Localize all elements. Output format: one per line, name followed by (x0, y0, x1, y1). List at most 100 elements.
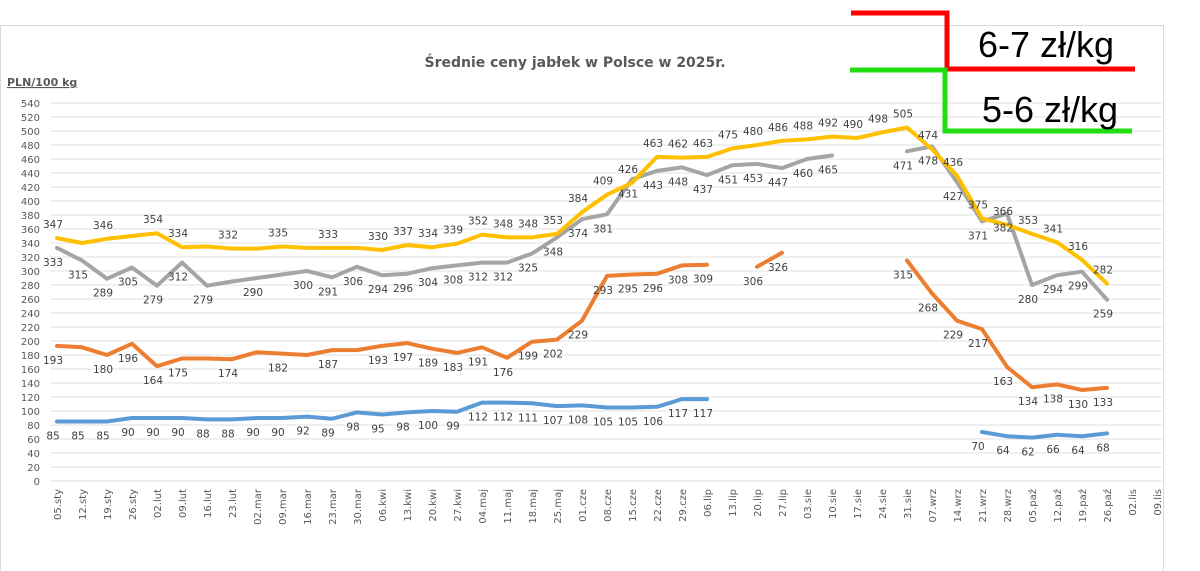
data-label: 341 (1043, 223, 1063, 235)
x-tick-label: 23.mar (328, 488, 339, 525)
data-label: 352 (468, 216, 488, 228)
chart-title: Średnie ceny jabłek w Polsce w 2025r. (424, 53, 725, 71)
data-label: 471 (893, 160, 913, 172)
data-label: 189 (418, 358, 438, 370)
chart-frame (0, 25, 1164, 571)
data-label: 99 (446, 421, 459, 433)
y-tick-label: 260 (21, 295, 40, 306)
data-label: 382 (993, 223, 1013, 235)
data-label: 443 (643, 180, 663, 192)
x-tick-label: 06.kwi (378, 489, 389, 522)
data-label: 448 (668, 176, 688, 188)
x-tick-label: 26.paź (1102, 489, 1114, 523)
x-tick-label: 09.lut (178, 489, 189, 518)
data-label: 474 (918, 130, 938, 142)
data-label: 268 (918, 302, 938, 314)
data-label: 296 (643, 283, 663, 295)
data-label: 193 (368, 355, 388, 367)
y-tick-label: 200 (21, 337, 40, 348)
y-axis-ticks: 0 20 40 60 80 100 120 140 160 180 200 220 240 260 280 3… (21, 99, 40, 488)
data-label: 187 (318, 359, 338, 371)
data-label: 290 (243, 287, 263, 299)
y-tick-label: 40 (27, 449, 40, 460)
y-tick-label: 360 (21, 225, 40, 236)
data-label: 366 (993, 206, 1013, 218)
data-label: 90 (171, 427, 184, 439)
data-label: 409 (593, 176, 613, 188)
x-tick-label: 02.mar (253, 488, 264, 525)
data-label: 105 (618, 417, 638, 429)
y-tick-label: 480 (21, 141, 40, 152)
y-tick-label: 320 (21, 253, 40, 264)
data-label: 371 (968, 230, 988, 242)
data-label: 330 (368, 231, 388, 243)
y-tick-label: 160 (21, 365, 40, 376)
data-label: 133 (1093, 397, 1113, 409)
data-label: 293 (593, 285, 613, 297)
data-label: 309 (693, 274, 713, 286)
y-tick-label: 0 (34, 477, 40, 488)
x-tick-label: 30.mar (353, 488, 364, 525)
x-tick-label: 07.wrz (928, 489, 939, 522)
data-label: 306 (743, 276, 763, 288)
y-tick-label: 420 (21, 183, 40, 194)
x-tick-label: 12.paź (1052, 489, 1064, 523)
data-label: 193 (43, 355, 63, 367)
series-line (905, 258, 1109, 392)
y-tick-label: 540 (21, 99, 40, 110)
data-label: 332 (218, 230, 238, 242)
data-label: 465 (818, 165, 838, 177)
data-label: 463 (643, 138, 663, 150)
data-label: 451 (718, 174, 738, 186)
data-label: 130 (1068, 399, 1088, 411)
data-label: 492 (818, 118, 838, 130)
data-label: 95 (371, 424, 384, 436)
series-line (55, 397, 709, 424)
data-label: 431 (618, 188, 638, 200)
price-range-annotation: 6-7 zł/kg 5-6 zł/kg (850, 10, 1135, 134)
series-line (55, 262, 709, 369)
x-tick-label: 21.wrz (978, 489, 989, 522)
x-tick-label: 31.sie (903, 489, 914, 519)
data-label: 90 (246, 427, 259, 439)
data-label: 291 (318, 286, 338, 298)
y-tick-label: 140 (21, 379, 40, 390)
lower-range-label: 5-6 zł/kg (982, 89, 1118, 130)
series-line (55, 125, 1109, 286)
x-tick-label: 16.lut (203, 489, 214, 518)
upper-range-line (851, 10, 1135, 72)
x-tick-label: 08.cze (603, 489, 614, 522)
data-label: 105 (593, 417, 613, 429)
data-label: 463 (693, 138, 713, 150)
data-label: 294 (368, 284, 388, 296)
series-line (755, 250, 784, 269)
data-label: 353 (543, 215, 563, 227)
data-label: 107 (543, 415, 563, 427)
data-label: 106 (643, 416, 663, 428)
data-label: 202 (543, 349, 563, 361)
data-label: 312 (493, 272, 513, 284)
data-label: 163 (993, 376, 1013, 388)
x-tick-label: 23.lut (228, 489, 239, 518)
data-label: 426 (618, 164, 638, 176)
x-tick-label: 13.lip (728, 489, 739, 517)
data-label: 299 (1068, 281, 1088, 293)
data-label: 462 (668, 139, 688, 151)
y-axis-label: PLN/100 kg (7, 76, 77, 89)
data-label: 92 (296, 426, 309, 438)
data-label: 436 (943, 157, 963, 169)
x-tick-label: 02.lut (153, 489, 164, 518)
data-label: 90 (271, 427, 284, 439)
x-tick-label: 19.sty (103, 489, 114, 520)
x-tick-label: 26.sty (128, 489, 139, 520)
series-line (980, 430, 1109, 440)
data-label: 300 (293, 280, 313, 292)
data-label: 304 (418, 277, 438, 289)
data-label: 316 (1068, 241, 1088, 253)
data-label: 437 (693, 184, 713, 196)
x-tick-label: 20.kwi (428, 489, 439, 522)
x-tick-label: 13.kwi (403, 489, 414, 522)
y-tick-label: 440 (21, 169, 40, 180)
y-tick-label: 180 (21, 351, 40, 362)
x-tick-label: 14.wrz (953, 489, 964, 522)
